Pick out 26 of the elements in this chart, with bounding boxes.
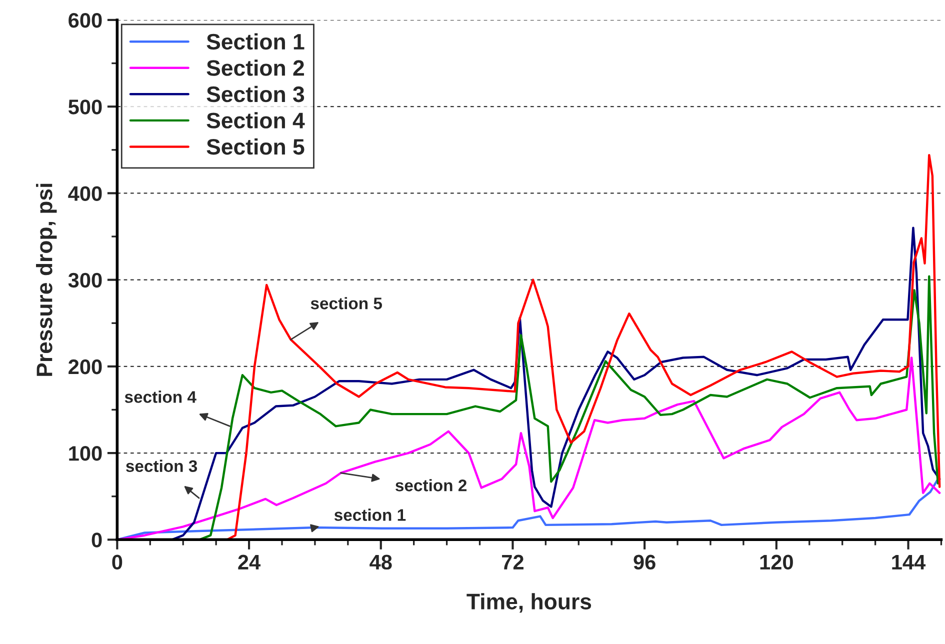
y-tick-label: 100 (69, 446, 102, 461)
legend-label: Section 5 (206, 138, 304, 155)
legend-label: Section 4 (206, 112, 305, 128)
legend-label: Section 3 (206, 86, 304, 102)
y-tick-label: 0 (92, 532, 102, 548)
legend-label: Section 1 (206, 33, 304, 50)
x-tick-label: 120 (760, 554, 793, 570)
annotation: section 1 (334, 508, 406, 521)
y-tick-label: 600 (68, 12, 102, 28)
x-tick-label: 24 (238, 554, 260, 570)
annotation: section 5 (310, 297, 382, 310)
y-axis-title: Pressure drop, psi (36, 184, 57, 376)
x-tick-label: 96 (634, 554, 656, 570)
y-tick-label: 300 (68, 272, 102, 288)
y-tick-label: 200 (68, 359, 102, 374)
x-tick-label: 72 (502, 554, 524, 570)
legend-label: Section 2 (206, 60, 304, 76)
x-tick-label: 144 (892, 555, 926, 570)
x-tick-label: 0 (112, 554, 122, 570)
annotation: section 2 (396, 479, 467, 492)
x-tick-label: 48 (370, 554, 392, 570)
annotation: section 3 (126, 460, 198, 472)
annotation: section 4 (124, 390, 196, 403)
x-axis-title: Time, hours (466, 593, 592, 613)
y-tick-label: 400 (68, 186, 102, 201)
y-tick-label: 500 (68, 100, 102, 114)
